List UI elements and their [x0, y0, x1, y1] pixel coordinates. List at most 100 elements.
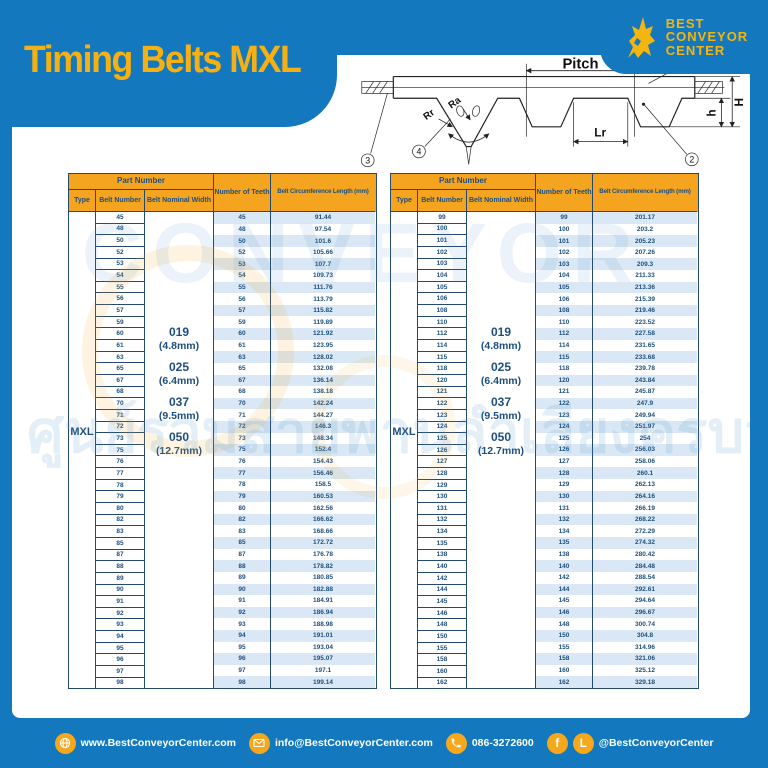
cell-teeth: 162: [536, 676, 592, 688]
width-size: (9.5mm): [480, 409, 522, 422]
footer-phone-item[interactable]: 086-3272600: [445, 732, 534, 754]
cell-circumference: 288.54: [635, 574, 655, 582]
width-option: 037 (9.5mm): [159, 395, 199, 422]
cell-belt-number: 125: [418, 433, 466, 445]
cell-circumference: 272.29: [635, 527, 655, 535]
cell-teeth: 134: [558, 527, 570, 535]
column-belt-number: 45 48 50 52 53 54 55 56 57 59 60 61 63 65 67 68 70 71 72 73…: [96, 212, 145, 689]
cell-circumference: 195.07: [271, 653, 375, 665]
goat-logo-icon: [627, 17, 655, 58]
cell-belt-number: 126: [418, 444, 466, 457]
cell-teeth: 148: [558, 620, 570, 628]
cell-teeth: 70: [214, 397, 270, 410]
cell-belt-number: 71: [96, 409, 144, 422]
cell-circumference: 184.91: [313, 597, 333, 605]
cell-belt-number: 120: [418, 374, 466, 387]
cell-belt-number: 118: [418, 363, 466, 375]
footer-website-item[interactable]: www.BestConveyorCenter.com: [54, 732, 236, 754]
cell-teeth: 76: [238, 458, 246, 466]
width-option: 019 (4.8mm): [159, 325, 199, 352]
cell-belt-number: 129: [418, 479, 466, 492]
cell-belt-number: 78: [96, 479, 144, 492]
cell-teeth: 104: [558, 272, 570, 280]
width-code: 050: [490, 429, 511, 444]
cell-teeth: 97: [238, 667, 246, 675]
cell-circumference: 193.04: [313, 643, 333, 651]
header-type: Type: [391, 190, 418, 212]
cell-circumference: 264.16: [593, 490, 697, 503]
cell-belt-number: 72: [96, 421, 144, 434]
cell-circumference: 113.79: [313, 295, 333, 303]
cell-belt-number: 140: [418, 561, 466, 573]
cell-belt-number: 108: [418, 305, 466, 317]
cell-belt-number: 83: [96, 526, 144, 538]
cell-belt-number: 132: [418, 514, 466, 527]
cell-circumference: 300.74: [635, 620, 655, 628]
cell-circumference: 156.46: [271, 467, 375, 480]
cell-circumference: 260.1: [593, 467, 697, 480]
cell-circumference: 274.32: [593, 537, 697, 549]
ra-label: Ra: [447, 95, 464, 112]
header-belt-number: Belt Number: [96, 190, 145, 212]
cell-teeth: 140: [536, 560, 592, 572]
cell-teeth: 135: [536, 537, 592, 549]
cell-circumference: 227.58: [593, 328, 697, 340]
cell-belt-number: 114: [418, 340, 466, 352]
cell-belt-number: 92: [96, 607, 144, 620]
cell-belt-number: 61: [96, 340, 144, 352]
cell-belt-number: 76: [96, 456, 144, 469]
cell-teeth: 103: [536, 258, 592, 271]
cell-teeth: 106: [558, 295, 570, 303]
cell-circumference: 178.82: [271, 560, 375, 572]
belt-profile-diagram: Pitch Lr H h Rr Ra 1 2 3: [360, 57, 746, 168]
cell-belt-number: 88: [96, 561, 144, 573]
header-belt-number: Belt Number: [418, 190, 467, 212]
cell-belt-number: 110: [418, 316, 466, 329]
footer-contact-bar: www.BestConveyorCenter.com info@BestConv…: [0, 718, 768, 768]
cell-circumference: 314.96: [635, 643, 655, 651]
cell-belt-number: 130: [418, 491, 466, 504]
header-number-of-teeth: Number of Teeth: [214, 174, 271, 212]
cell-belt-number: 128: [418, 468, 466, 480]
header-circumference: Belt Circumference Length (mm): [271, 174, 375, 212]
cell-circumference: 205.23: [593, 235, 697, 247]
cell-teeth: 144: [536, 583, 592, 596]
logo: BEST CONVEYOR CENTER: [600, 0, 768, 74]
cell-circumference: 251.97: [593, 420, 697, 433]
cell-belt-number: 48: [96, 223, 144, 236]
cell-teeth: 52: [238, 249, 246, 257]
width-option: 050 (12.7mm): [156, 430, 202, 457]
cell-circumference: 182.88: [271, 583, 375, 596]
cell-circumference: 292.61: [593, 583, 697, 596]
cell-belt-number: 145: [418, 596, 466, 608]
footer-social-item[interactable]: f L @BestConveyorCenter: [546, 732, 713, 754]
parts-table-left: Part Number Type Belt Number Belt Nomina…: [68, 173, 377, 689]
cell-belt-number: 138: [418, 549, 466, 562]
cell-circumference: 186.94: [271, 606, 375, 619]
cell-circumference: 160.53: [271, 490, 375, 503]
cell-teeth: 50: [214, 235, 270, 247]
cell-teeth: 100: [558, 225, 570, 233]
cell-belt-number: 135: [418, 537, 466, 550]
cell-circumference: 304.8: [593, 629, 697, 642]
cell-teeth: 102: [558, 249, 570, 257]
cell-belt-number: 77: [96, 468, 144, 480]
width-options: 019 (4.8mm) 025 (6.4mm) 037 (9.5mm) 050 …: [467, 325, 535, 457]
cell-teeth: 55: [214, 281, 270, 294]
parts-table-right: Part Number Type Belt Number Belt Nomina…: [390, 173, 699, 689]
width-option: 050 (12.7mm): [478, 429, 524, 457]
cell-belt-number: 123: [418, 409, 466, 422]
width-options: 019 (4.8mm) 025 (6.4mm) 037 (9.5mm) 050 …: [145, 325, 213, 457]
column-belt-number: 99 100 101 102 103 104 105 106 108 110 112 114 115 11…: [418, 212, 467, 689]
cell-belt-number: 99: [418, 212, 466, 224]
cell-belt-number: 100: [418, 223, 466, 236]
cell-belt-number: 115: [418, 351, 466, 364]
cell-belt-number: 160: [418, 665, 466, 678]
footer-email-item[interactable]: info@BestConveyorCenter.com: [248, 732, 433, 754]
cell-teeth: 122: [536, 397, 592, 410]
cell-circumference: 146.3: [271, 420, 375, 433]
cell-circumference: 119.89: [313, 318, 333, 326]
header-circumference: Belt Circumference Length (mm): [593, 174, 697, 212]
cell-teeth: 60: [214, 328, 270, 340]
